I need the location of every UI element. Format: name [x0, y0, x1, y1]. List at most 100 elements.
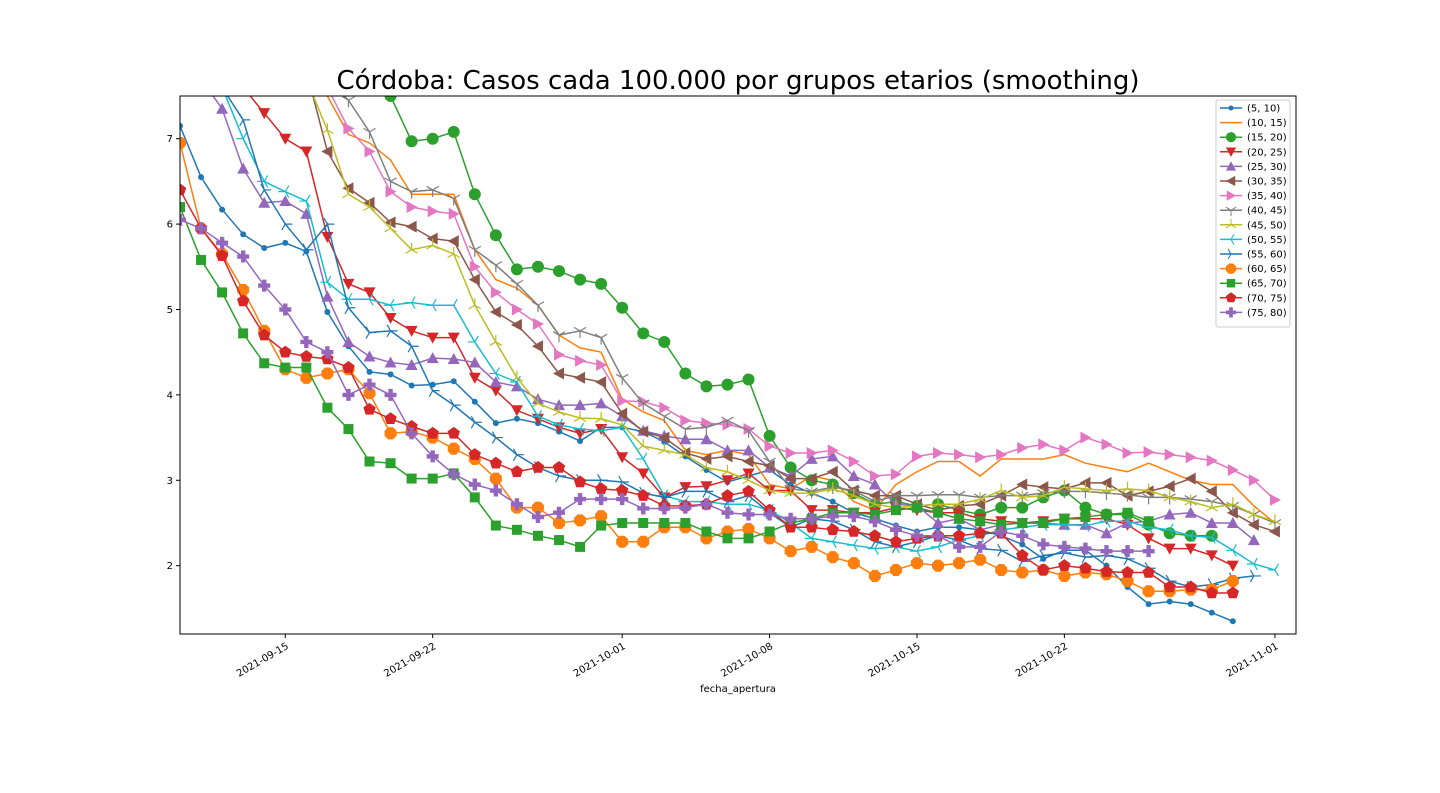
- data-point: [282, 239, 289, 246]
- data-point: [238, 328, 249, 339]
- legend-symbol: [1225, 161, 1237, 171]
- data-point: [468, 188, 481, 201]
- data-point: [1038, 517, 1049, 528]
- data-point: [1208, 609, 1215, 616]
- data-point: [574, 493, 587, 506]
- legend-label: (25, 30): [1247, 162, 1287, 173]
- legend-marker: [1225, 263, 1237, 274]
- data-point: [742, 373, 755, 386]
- data-point: [554, 348, 566, 361]
- data-point: [448, 207, 460, 220]
- legend: (5, 10) (10, 15) (15, 20) (20, 25) (25, 30) (…: [1215, 99, 1291, 328]
- data-point: [1142, 585, 1155, 598]
- data-point: [1205, 485, 1217, 498]
- data-point: [721, 464, 734, 476]
- data-point: [553, 367, 565, 380]
- data-point: [785, 446, 797, 459]
- data-point: [1268, 525, 1280, 538]
- legend-marker: [1225, 161, 1237, 171]
- data-point: [700, 498, 713, 511]
- data-point: [531, 340, 543, 353]
- data-point: [996, 448, 1008, 461]
- legend-label: (5, 10): [1247, 104, 1280, 115]
- data-point: [509, 375, 521, 389]
- data-point: [1037, 488, 1050, 500]
- data-point: [679, 425, 692, 437]
- data-point: [577, 438, 584, 445]
- data-point: [679, 433, 692, 445]
- data-point: [889, 535, 903, 548]
- data-point: [383, 298, 395, 312]
- data-point: [425, 298, 437, 312]
- data-point: [657, 443, 671, 455]
- data-point: [826, 523, 839, 536]
- data-point: [1269, 493, 1281, 506]
- data-point: [1016, 478, 1028, 491]
- data-point: [384, 96, 397, 102]
- data-point: [260, 183, 272, 197]
- data-point: [741, 497, 753, 511]
- legend-marker: [1225, 206, 1237, 217]
- data-point: [575, 354, 587, 367]
- y-tick-label: 3: [167, 476, 173, 487]
- data-point: [847, 525, 860, 537]
- data-point: [322, 402, 333, 413]
- data-point: [784, 486, 797, 498]
- legend-symbol: [1225, 132, 1237, 143]
- data-point: [552, 418, 564, 432]
- data-point: [679, 367, 692, 380]
- data-point: [574, 273, 587, 286]
- data-point: [869, 509, 880, 520]
- data-point: [1121, 481, 1134, 493]
- data-point: [1205, 516, 1218, 528]
- data-point: [868, 529, 882, 542]
- data-point: [595, 493, 608, 506]
- data-point: [826, 510, 839, 523]
- data-point: [215, 249, 229, 261]
- legend-marker: [1225, 132, 1237, 143]
- data-point: [342, 278, 355, 290]
- data-point: [237, 250, 250, 263]
- data-point: [1145, 601, 1152, 608]
- data-point: [933, 446, 945, 459]
- data-point: [180, 183, 187, 196]
- data-point: [658, 335, 671, 348]
- data-point: [805, 505, 818, 517]
- data-point: [1039, 549, 1051, 562]
- legend-marker: [1226, 278, 1236, 288]
- data-point: [638, 395, 650, 408]
- data-point: [742, 444, 755, 456]
- data-point: [321, 145, 333, 158]
- data-point: [700, 452, 712, 465]
- x-axis-label: fecha_apertura: [700, 684, 776, 695]
- data-point: [385, 185, 397, 198]
- data-point: [488, 367, 500, 380]
- data-point: [407, 339, 419, 353]
- data-point: [446, 298, 458, 312]
- data-point: [890, 468, 902, 481]
- data-point: [280, 362, 291, 373]
- data-point: [1059, 444, 1071, 457]
- data-point: [826, 551, 839, 564]
- legend-label: (65, 70): [1247, 279, 1287, 290]
- data-point: [1016, 566, 1029, 579]
- data-point: [616, 452, 629, 464]
- data-point: [471, 398, 478, 405]
- data-point: [364, 145, 376, 158]
- data-point: [1058, 569, 1071, 582]
- data-point: [805, 486, 819, 498]
- data-point: [489, 261, 503, 273]
- data-point: [384, 313, 397, 325]
- data-point: [405, 427, 418, 440]
- data-point: [342, 187, 355, 199]
- data-point: [889, 523, 902, 536]
- data-point: [1184, 543, 1197, 555]
- data-point: [1017, 441, 1029, 454]
- data-point: [1017, 517, 1028, 528]
- data-point: [363, 378, 376, 391]
- data-point: [973, 492, 987, 504]
- data-point: [1226, 560, 1239, 572]
- data-point: [616, 301, 629, 314]
- data-point: [363, 200, 376, 212]
- data-point: [405, 359, 418, 370]
